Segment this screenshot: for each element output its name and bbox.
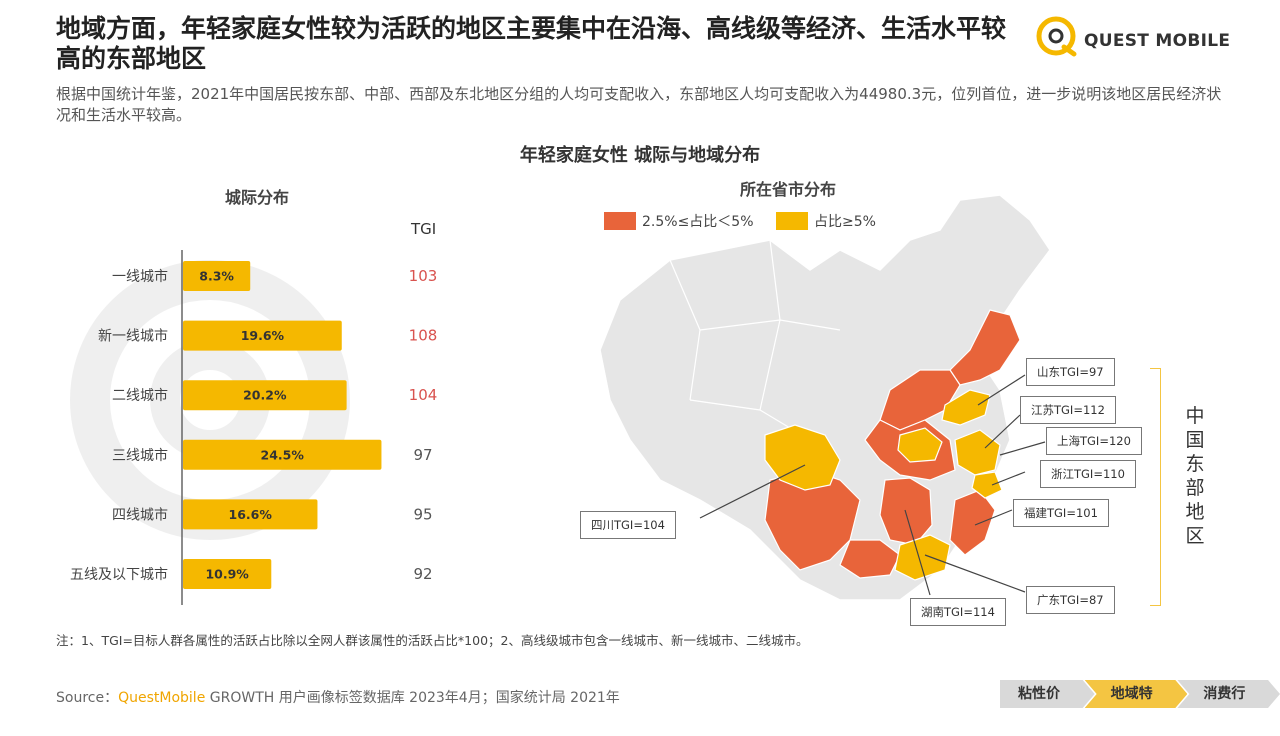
bar-value-label: 20.2% <box>243 388 287 403</box>
province-guangdong-west <box>839 539 901 579</box>
bar <box>183 559 272 589</box>
province-shandong <box>941 389 991 426</box>
leader-zhejiang <box>991 471 1026 486</box>
province-jiangsu-shanghai <box>954 429 1001 476</box>
tgi-value: 92 <box>413 565 432 583</box>
province-jiangxi-fujian <box>949 489 996 556</box>
province-henan-yellow <box>897 427 943 463</box>
tgi-value: 97 <box>413 446 432 464</box>
callout-fujian: 福建TGI=101 <box>1013 499 1109 527</box>
chart-main-title: 年轻家庭女性 城际与地域分布 <box>519 145 761 166</box>
callout-jiangsu: 江苏TGI=112 <box>1020 396 1116 424</box>
callout-hunan: 湖南TGI=114 <box>910 598 1006 626</box>
nav-stickiness[interactable]: 粘性价值 <box>1000 680 1095 708</box>
bar-category-label: 二线城市 <box>112 387 168 404</box>
tgi-value: 103 <box>409 267 438 285</box>
leader-hunan <box>904 509 931 596</box>
city-tier-bar-chart: 一线城市 8.3% 103 新一线城市 19.6% 108 二线城市 20.2% 104 三线城市… <box>70 250 438 605</box>
bar-category-label: 三线城市 <box>112 447 168 464</box>
bar-value-label: 19.6% <box>241 328 285 343</box>
tgi-value: 104 <box>409 386 438 404</box>
bar <box>183 380 347 411</box>
leader-shandong <box>977 374 1026 406</box>
province-zhejiang <box>971 471 1003 499</box>
callout-sichuan: 四川TGI=104 <box>580 511 676 539</box>
bar <box>183 320 342 351</box>
legend-item-orange: 2.5%≤占比＜5% <box>604 211 754 231</box>
tgi-value: 108 <box>409 327 438 345</box>
callout-zhejiang: 浙江TGI=110 <box>1040 460 1136 488</box>
callout-shanghai: 上海TGI=120 <box>1046 427 1142 455</box>
leader-fujian <box>974 509 1013 526</box>
bar-value-label: 24.5% <box>261 447 305 462</box>
page-title: 地域方面，年轻家庭女性较为活跃的地区主要集中在沿海、高线级等经济、生活水平较高的… <box>56 14 1007 73</box>
bar-category-label: 五线及以下城市 <box>70 566 168 583</box>
callout-shandong: 山东TGI=97 <box>1026 358 1115 386</box>
province-sichuan <box>764 424 841 491</box>
east-region-label: 中国东部地区 <box>1185 405 1205 547</box>
province-northeast <box>949 309 1021 386</box>
map-base-inner <box>669 239 841 441</box>
logo-text: QUEST MOBILE <box>1084 31 1231 51</box>
bar-category-label: 新一线城市 <box>98 328 168 345</box>
source-line: Source：QuestMobile GROWTH 用户画像标签数据库 2023… <box>56 687 620 707</box>
bar-chart-title: 城际分布 <box>225 188 290 207</box>
map-title: 所在省市分布 <box>740 180 837 199</box>
callout-guangdong: 广东TGI=87 <box>1026 586 1115 614</box>
bar-value-label: 8.3% <box>199 269 234 284</box>
section-nav: 粘性价值 地域特征 消费行为 <box>1000 680 1280 708</box>
source-prefix: Source： <box>56 690 119 706</box>
leader-guangdong <box>924 554 1026 593</box>
tgi-value: 95 <box>413 505 432 523</box>
map-legend: 2.5%≤占比＜5% 占比≥5% <box>604 211 894 234</box>
source-rest: GROWTH 用户画像标签数据库 2023年4月；国家统计局 2021年 <box>205 690 620 706</box>
bar-value-label: 10.9% <box>205 567 249 582</box>
leader-shanghai <box>999 441 1046 456</box>
province-guangdong <box>894 534 951 581</box>
bar <box>183 439 382 470</box>
nav-consumption[interactable]: 消费行为 <box>1177 680 1280 708</box>
bar-category-label: 一线城市 <box>112 268 168 285</box>
leader-sichuan <box>699 464 806 519</box>
footnote: 注：1、TGI=目标人群各属性的活跃占比除以全网人群该属性的活跃占比*100；2… <box>56 633 809 648</box>
questmobile-logo <box>1036 16 1077 57</box>
east-region-bracket <box>1150 368 1161 606</box>
leader-jiangsu <box>984 414 1021 449</box>
bar-value-label: 16.6% <box>229 507 273 522</box>
source-brand: QuestMobile <box>118 690 206 706</box>
bar <box>183 499 318 530</box>
legend-item-yellow: 占比≥5% <box>775 211 876 231</box>
nav-region[interactable]: 地域特征 <box>1085 680 1188 708</box>
china-province-map <box>599 194 1051 601</box>
bar <box>183 261 251 291</box>
tgi-header: TGI <box>411 220 437 238</box>
bar-category-label: 四线城市 <box>112 506 168 523</box>
subtitle-text: 根据中国统计年鉴，2021年中国居民按东部、中部、西部及东北地区分组的人均可支配… <box>56 85 1222 124</box>
